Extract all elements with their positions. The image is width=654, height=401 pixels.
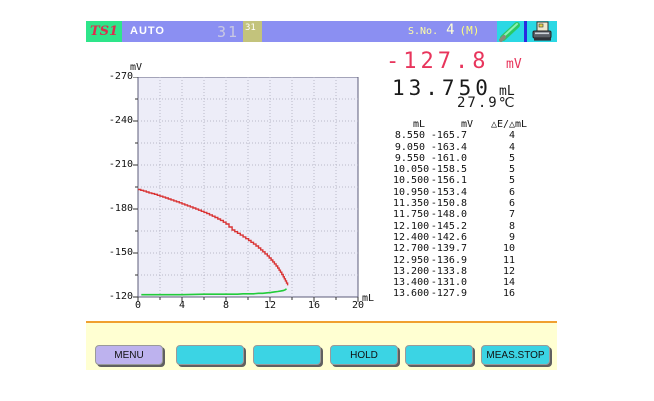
y-axis-tick-label: -240 bbox=[108, 115, 133, 126]
table-row: 8.550 -165.7 4 bbox=[394, 130, 515, 142]
table-row: 11.750 -148.0 7 bbox=[393, 209, 515, 221]
x-axis-unit-label: mL bbox=[362, 293, 375, 304]
y-axis-tick-label: -150 bbox=[108, 247, 133, 258]
table-row: 9.050 -163.4 4 bbox=[394, 141, 515, 153]
table-row: 13.400 -131.0 14 bbox=[393, 277, 515, 289]
sample-number-group: S.No. 4 (M) bbox=[408, 21, 479, 42]
sample-number-label: S.No. bbox=[408, 26, 439, 37]
measurement-table: mL mV △E/△mL 8.550 -165.7 4 9.050 -163.4 4 9.5… bbox=[393, 119, 527, 300]
titration-curve-series bbox=[138, 188, 289, 286]
table-row: 12.700 -139.7 10 bbox=[393, 243, 515, 255]
volume-readout: 13.750 bbox=[392, 76, 492, 100]
table-header-mv: mV bbox=[460, 119, 474, 130]
sample-number-value: 4 bbox=[446, 22, 455, 38]
measurement-table-body: 8.550 -165.7 4 9.050 -163.4 4 9.550 -161.0 5 10.0… bbox=[393, 130, 527, 299]
table-row: 11.350 -150.8 6 bbox=[393, 198, 515, 210]
burette-pen-icon bbox=[497, 22, 524, 46]
status-bar: TS1 AUTO 31 31 S.No. 4 (M) bbox=[86, 21, 557, 42]
y-axis-tick-label: -270 bbox=[108, 71, 133, 82]
sample-number-suffix: (M) bbox=[459, 24, 480, 37]
titration-curve-plot bbox=[133, 77, 359, 302]
softkey-bar: MENU HOLD MEAS.STOP bbox=[86, 321, 557, 370]
table-row: 10.500 -156.1 5 bbox=[393, 175, 515, 187]
y-axis-unit-label: mV bbox=[130, 62, 143, 73]
table-row: 13.200 -133.8 12 bbox=[393, 265, 515, 277]
softkey-3-button[interactable] bbox=[253, 345, 321, 365]
x-axis-tick-label: 16 bbox=[307, 300, 321, 311]
y-axis-tick-label: -180 bbox=[108, 203, 133, 214]
potential-unit: mV bbox=[506, 57, 522, 72]
burette-button[interactable] bbox=[497, 21, 524, 42]
hold-button[interactable]: HOLD bbox=[330, 345, 398, 365]
mode-label: AUTO bbox=[130, 25, 165, 37]
method-number: 31 bbox=[217, 23, 240, 41]
table-header-ml: mL bbox=[412, 119, 425, 130]
x-axis-tick-label: 12 bbox=[263, 300, 277, 311]
derivative-series bbox=[141, 288, 288, 296]
icon-divider bbox=[524, 21, 527, 42]
table-row: 10.050 -158.5 5 bbox=[393, 164, 515, 176]
print-button[interactable] bbox=[527, 21, 557, 42]
table-row: 12.100 -145.2 8 bbox=[393, 220, 515, 232]
x-axis-tick-label: 4 bbox=[178, 300, 186, 311]
x-axis-tick-label: 0 bbox=[134, 300, 142, 311]
method-number-box: 31 bbox=[243, 21, 262, 42]
x-axis-tick-label: 8 bbox=[222, 300, 230, 311]
x-axis-tick-label: 20 bbox=[351, 300, 365, 311]
temperature-readout: 27.9℃ bbox=[457, 95, 517, 111]
softkey-5-button[interactable] bbox=[405, 345, 473, 365]
table-row: 12.400 -142.6 9 bbox=[393, 231, 515, 243]
channel-badge: TS1 bbox=[86, 21, 122, 42]
method-number-small: 31 bbox=[245, 23, 256, 33]
printer-icon bbox=[527, 21, 557, 46]
table-row: 12.950 -136.9 11 bbox=[393, 254, 515, 266]
meas-stop-button[interactable]: MEAS.STOP bbox=[481, 345, 550, 365]
table-row: 13.600 -127.9 16 bbox=[393, 288, 515, 300]
table-row: 9.550 -161.0 5 bbox=[394, 152, 515, 164]
table-header-row: mL mV △E/△mL bbox=[393, 119, 527, 130]
menu-button[interactable]: MENU bbox=[95, 345, 163, 365]
y-axis-tick-label: -120 bbox=[108, 291, 133, 302]
y-axis-tick-label: -210 bbox=[108, 159, 133, 170]
softkey-2-button[interactable] bbox=[176, 345, 244, 365]
table-header-de-dml: △E/△mL bbox=[490, 119, 528, 130]
potential-readout: -127.8 bbox=[386, 49, 490, 74]
volume-unit: mL bbox=[499, 84, 515, 99]
table-row: 10.950 -153.4 6 bbox=[393, 186, 515, 198]
